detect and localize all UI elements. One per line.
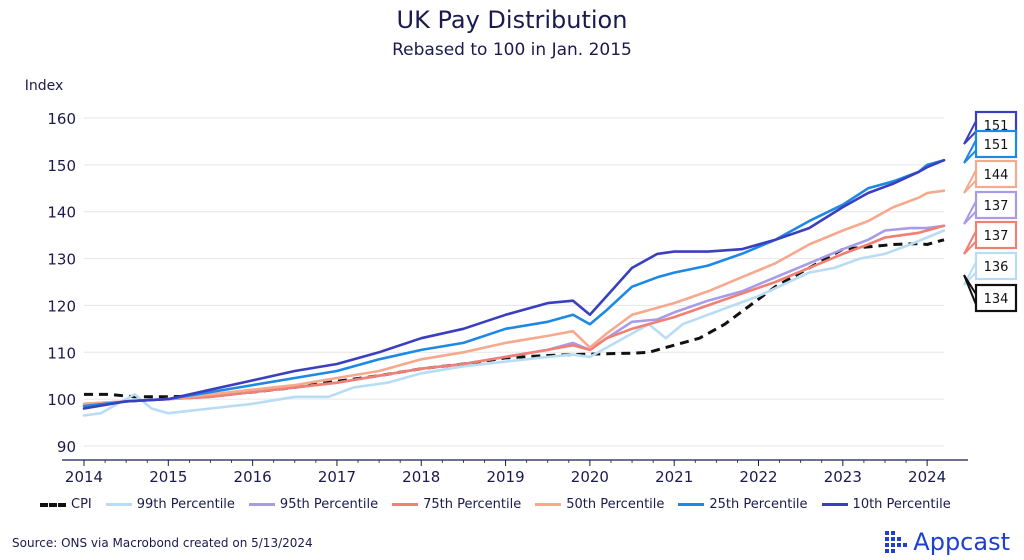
x-tick-label: 2018 xyxy=(402,468,440,486)
callout-value: 134 xyxy=(984,292,1009,307)
axes: 90 100 110 120 130 140 150 160 Index 2014 2015 2016… xyxy=(25,78,968,486)
legend-item: 10th Percentile xyxy=(821,497,951,512)
y-tick-label: 100 xyxy=(47,391,76,409)
grid xyxy=(84,117,944,447)
legend-swatch xyxy=(821,503,848,506)
y-tick-label: 160 xyxy=(47,110,76,128)
brand-name: Appcast xyxy=(913,528,1010,556)
series-line-cpi xyxy=(84,238,945,399)
legend-label: 50th Percentile xyxy=(566,497,665,512)
legend: CPI 99th Percentile 95th Percentile 75th Pe… xyxy=(40,497,951,512)
callout-box xyxy=(974,159,1018,189)
legend-label: 10th Percentile xyxy=(852,497,951,512)
y-tick-label: 150 xyxy=(47,157,76,175)
legend-swatch xyxy=(105,503,132,506)
callout-box xyxy=(974,129,1018,159)
y-tick-label: 110 xyxy=(47,344,76,362)
callout-box xyxy=(974,190,1018,220)
x-tick-label: 2020 xyxy=(571,468,609,486)
end-callout-75th-percentile: 137 xyxy=(963,220,1018,255)
brand-logo: Appcast xyxy=(885,528,1010,556)
x-tick-label: 2023 xyxy=(824,468,862,486)
y-tick-label: 130 xyxy=(47,251,76,269)
end-callout-cpi: 134 xyxy=(963,274,1018,313)
callout-box xyxy=(974,220,1018,250)
chart-subtitle: Rebased to 100 in Jan. 2015 xyxy=(392,40,632,60)
chart-title: UK Pay Distribution xyxy=(396,6,628,34)
x-tick-label: 2014 xyxy=(65,468,103,486)
y-tick-label: 140 xyxy=(47,204,76,222)
callout-pointer xyxy=(963,230,977,255)
callout-value: 151 xyxy=(984,138,1009,153)
legend-swatch xyxy=(392,503,419,506)
callout-value: 137 xyxy=(984,229,1009,244)
end-callout-25th-percentile: 151 xyxy=(963,129,1018,164)
legend-label: 25th Percentile xyxy=(709,497,808,512)
x-tick-label: 2015 xyxy=(149,468,187,486)
legend-swatch xyxy=(678,503,705,506)
x-tick-label: 2021 xyxy=(655,468,693,486)
callout-pointer xyxy=(963,200,977,225)
callout-value: 144 xyxy=(984,168,1009,183)
legend-item: 25th Percentile xyxy=(678,497,808,512)
end-callout-95th-percentile: 137 xyxy=(963,190,1018,225)
y-axis-label: Index xyxy=(25,78,64,94)
legend-label: 75th Percentile xyxy=(423,497,522,512)
callout-value: 137 xyxy=(984,199,1009,214)
legend-label: 99th Percentile xyxy=(136,497,235,512)
series-line-25th-percentile xyxy=(82,158,946,408)
x-tick-label: 2024 xyxy=(908,468,946,486)
series-line-50th-percentile xyxy=(82,189,946,406)
legend-label: 95th Percentile xyxy=(279,497,379,512)
callout-box xyxy=(974,283,1018,313)
legend-label: CPI xyxy=(71,497,92,512)
legend-item: CPI xyxy=(40,497,92,512)
x-tick-label: 2019 xyxy=(486,468,524,486)
appcast-logo-icon xyxy=(885,531,908,553)
legend-item: 75th Percentile xyxy=(392,497,521,512)
series-line-75th-percentile xyxy=(82,224,946,406)
y-tick-label: 120 xyxy=(47,297,76,315)
end-callout-99th-percentile: 136 xyxy=(963,251,1018,286)
series-line-95th-percentile xyxy=(82,224,946,408)
series-line-10th-percentile xyxy=(82,158,946,410)
series-lines xyxy=(82,158,946,417)
series-line-99th-percentile xyxy=(82,229,946,417)
legend-item: 95th Percentile xyxy=(248,497,379,512)
legend-swatch xyxy=(248,503,275,506)
callout-pointer xyxy=(963,120,977,145)
legend-item: 50th Percentile xyxy=(535,497,664,512)
x-tick-label: 2017 xyxy=(318,468,356,486)
legend-swatch xyxy=(535,503,562,506)
source-note: Source: ONS via Macrobond created on 5/1… xyxy=(12,536,313,550)
line-chart: 90 100 110 120 130 140 150 160 Index 2014 2015 2016… xyxy=(25,78,1018,486)
y-tick-label: 90 xyxy=(57,438,76,456)
legend-swatch xyxy=(40,502,66,507)
legend-item: 99th Percentile xyxy=(105,497,235,512)
x-tick-label: 2016 xyxy=(234,468,272,486)
x-tick-label: 2022 xyxy=(739,468,777,486)
callout-value: 136 xyxy=(984,260,1009,275)
callout-box xyxy=(974,251,1018,281)
callout-pointer xyxy=(963,169,977,194)
end-callout-50th-percentile: 144 xyxy=(963,159,1018,194)
